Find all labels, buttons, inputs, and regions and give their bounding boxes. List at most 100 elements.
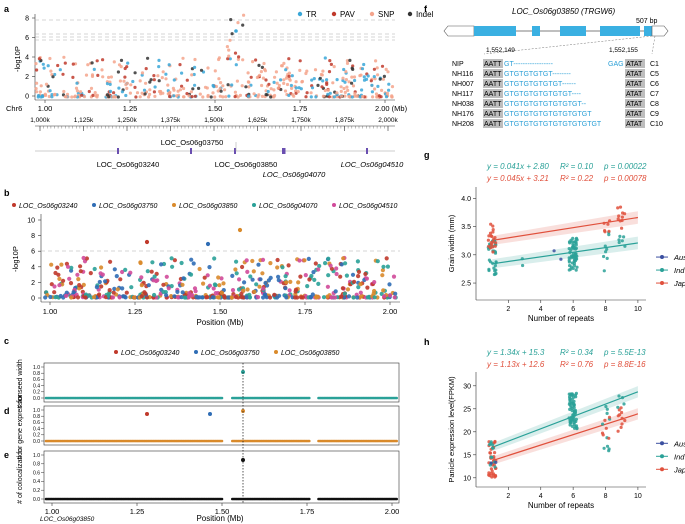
ruler-ticks: 1,000k 1,125k 1,250k 1,375k 1,500k 1,625k 1,75… bbox=[30, 117, 399, 131]
ruler-tick-label: 1,375k bbox=[161, 117, 181, 124]
align-left-flank-bg bbox=[483, 119, 503, 128]
a-data-point bbox=[238, 93, 242, 97]
g-plot-xtick-label: 8 bbox=[604, 306, 608, 313]
g-plot-data-point bbox=[603, 244, 607, 248]
a-data-point bbox=[284, 76, 288, 80]
panel-c-frame bbox=[43, 362, 400, 403]
b-data-point bbox=[293, 295, 298, 300]
b-data-point bbox=[392, 295, 397, 300]
a-data-point bbox=[343, 90, 347, 94]
g-plot-data-point bbox=[608, 219, 612, 223]
a-data-point bbox=[176, 89, 180, 93]
b-data-point bbox=[346, 294, 352, 299]
c-ytick-label: 0.2 bbox=[33, 390, 40, 396]
a-data-point bbox=[280, 64, 284, 68]
h-plot-data-point bbox=[623, 418, 627, 423]
align-left-flank-bg bbox=[483, 89, 503, 98]
b-data-point bbox=[305, 284, 310, 289]
b-data-point bbox=[107, 288, 112, 293]
a-data-point bbox=[260, 94, 264, 98]
a-data-point bbox=[94, 94, 98, 98]
a-data-point bbox=[107, 95, 111, 99]
b-data-point bbox=[222, 295, 227, 300]
a-data-point bbox=[153, 94, 157, 98]
a-data-point bbox=[329, 62, 333, 66]
b-data-point bbox=[49, 262, 54, 267]
b-legend-04070: LOC_Os06g04070 bbox=[259, 203, 317, 210]
exon-5 bbox=[644, 26, 652, 36]
gene-label-04510: LOC_Os06g04510 bbox=[341, 160, 404, 169]
h-eq-jap: y = 1.13x + 12.6 bbox=[486, 360, 545, 369]
b-data-point bbox=[313, 261, 318, 266]
h-plot-data-point bbox=[570, 424, 575, 428]
a-data-point bbox=[89, 86, 94, 90]
b-data-point bbox=[380, 273, 385, 278]
a-data-point bbox=[310, 86, 315, 90]
pos-right-label: 1,552,155 bbox=[609, 47, 638, 54]
a-data-point bbox=[148, 80, 152, 84]
a-data-point bbox=[175, 94, 179, 98]
align-repeat: GTGTGTGTGTGT------ bbox=[504, 81, 577, 88]
b-data-point bbox=[215, 295, 220, 300]
b-data-point bbox=[180, 290, 185, 295]
b-data-point bbox=[120, 294, 126, 299]
a-data-point bbox=[35, 90, 39, 94]
b-xtick-label: 1.50 bbox=[213, 307, 228, 316]
a-data-point bbox=[283, 89, 288, 93]
g-plot-data-point bbox=[487, 234, 491, 238]
b-data-point bbox=[323, 261, 328, 266]
a-data-point bbox=[341, 78, 345, 83]
a-data-point bbox=[282, 61, 286, 65]
g-plot-data-point bbox=[602, 269, 606, 273]
a-data-point bbox=[285, 82, 290, 87]
b-data-point bbox=[117, 295, 122, 300]
legend-tr-marker bbox=[297, 11, 303, 17]
a-data-point bbox=[384, 67, 388, 71]
a-data-point bbox=[152, 74, 156, 78]
c-ytick-label: 1.0 bbox=[33, 365, 40, 371]
panel-g-letter: g bbox=[424, 150, 430, 160]
h-plot-legend-marker bbox=[660, 467, 664, 472]
ruler-tick-label: 1,750k bbox=[291, 117, 311, 124]
a-data-point bbox=[313, 68, 318, 72]
b-data-point bbox=[240, 264, 245, 270]
ruler-tick-label: 1,000k bbox=[30, 117, 50, 124]
b-data-point bbox=[334, 271, 339, 277]
h-plot-data-point bbox=[607, 447, 611, 451]
a-data-point bbox=[319, 72, 323, 77]
a-data-point bbox=[323, 88, 327, 93]
align-left-flank-bg bbox=[483, 79, 503, 88]
e-xtick-label: 2.00 bbox=[385, 507, 400, 516]
g-r2-jap: R² = 0.22 bbox=[560, 174, 594, 183]
a-data-point bbox=[233, 51, 238, 55]
g-plot-data-point bbox=[493, 244, 497, 248]
b-data-point bbox=[77, 286, 82, 291]
align-sample-name: NH038 bbox=[452, 101, 474, 108]
b-data-point bbox=[244, 295, 249, 300]
g-plot-data-point bbox=[490, 234, 494, 239]
h-plot-data-point bbox=[605, 411, 609, 415]
b-data-point bbox=[221, 281, 226, 286]
b-data-point bbox=[248, 274, 253, 279]
a-data-point bbox=[95, 59, 99, 63]
legend-indel-marker bbox=[407, 11, 413, 17]
g-plot-data-point bbox=[493, 236, 497, 240]
a-data-point bbox=[217, 77, 221, 81]
h-plot-data-point bbox=[604, 404, 608, 409]
a-data-point bbox=[189, 90, 193, 94]
panel-a-ylabel: -log10P bbox=[13, 46, 22, 72]
gene-mark-04510 bbox=[366, 148, 368, 154]
h-plot-data-point bbox=[493, 440, 497, 444]
a-data-point bbox=[375, 66, 379, 70]
a-data-point bbox=[298, 59, 302, 63]
b-data-point bbox=[207, 283, 212, 288]
a-data-point bbox=[71, 75, 75, 79]
b-data-point bbox=[342, 291, 347, 296]
g-plot-data-point bbox=[574, 237, 578, 241]
g-plot-data-point bbox=[617, 214, 621, 218]
g-plot-data-point bbox=[571, 266, 575, 270]
a-data-point bbox=[254, 58, 258, 62]
ruler-tick-label: 2,000k bbox=[378, 117, 398, 124]
a-data-point bbox=[290, 74, 294, 78]
b-data-point bbox=[326, 256, 331, 261]
